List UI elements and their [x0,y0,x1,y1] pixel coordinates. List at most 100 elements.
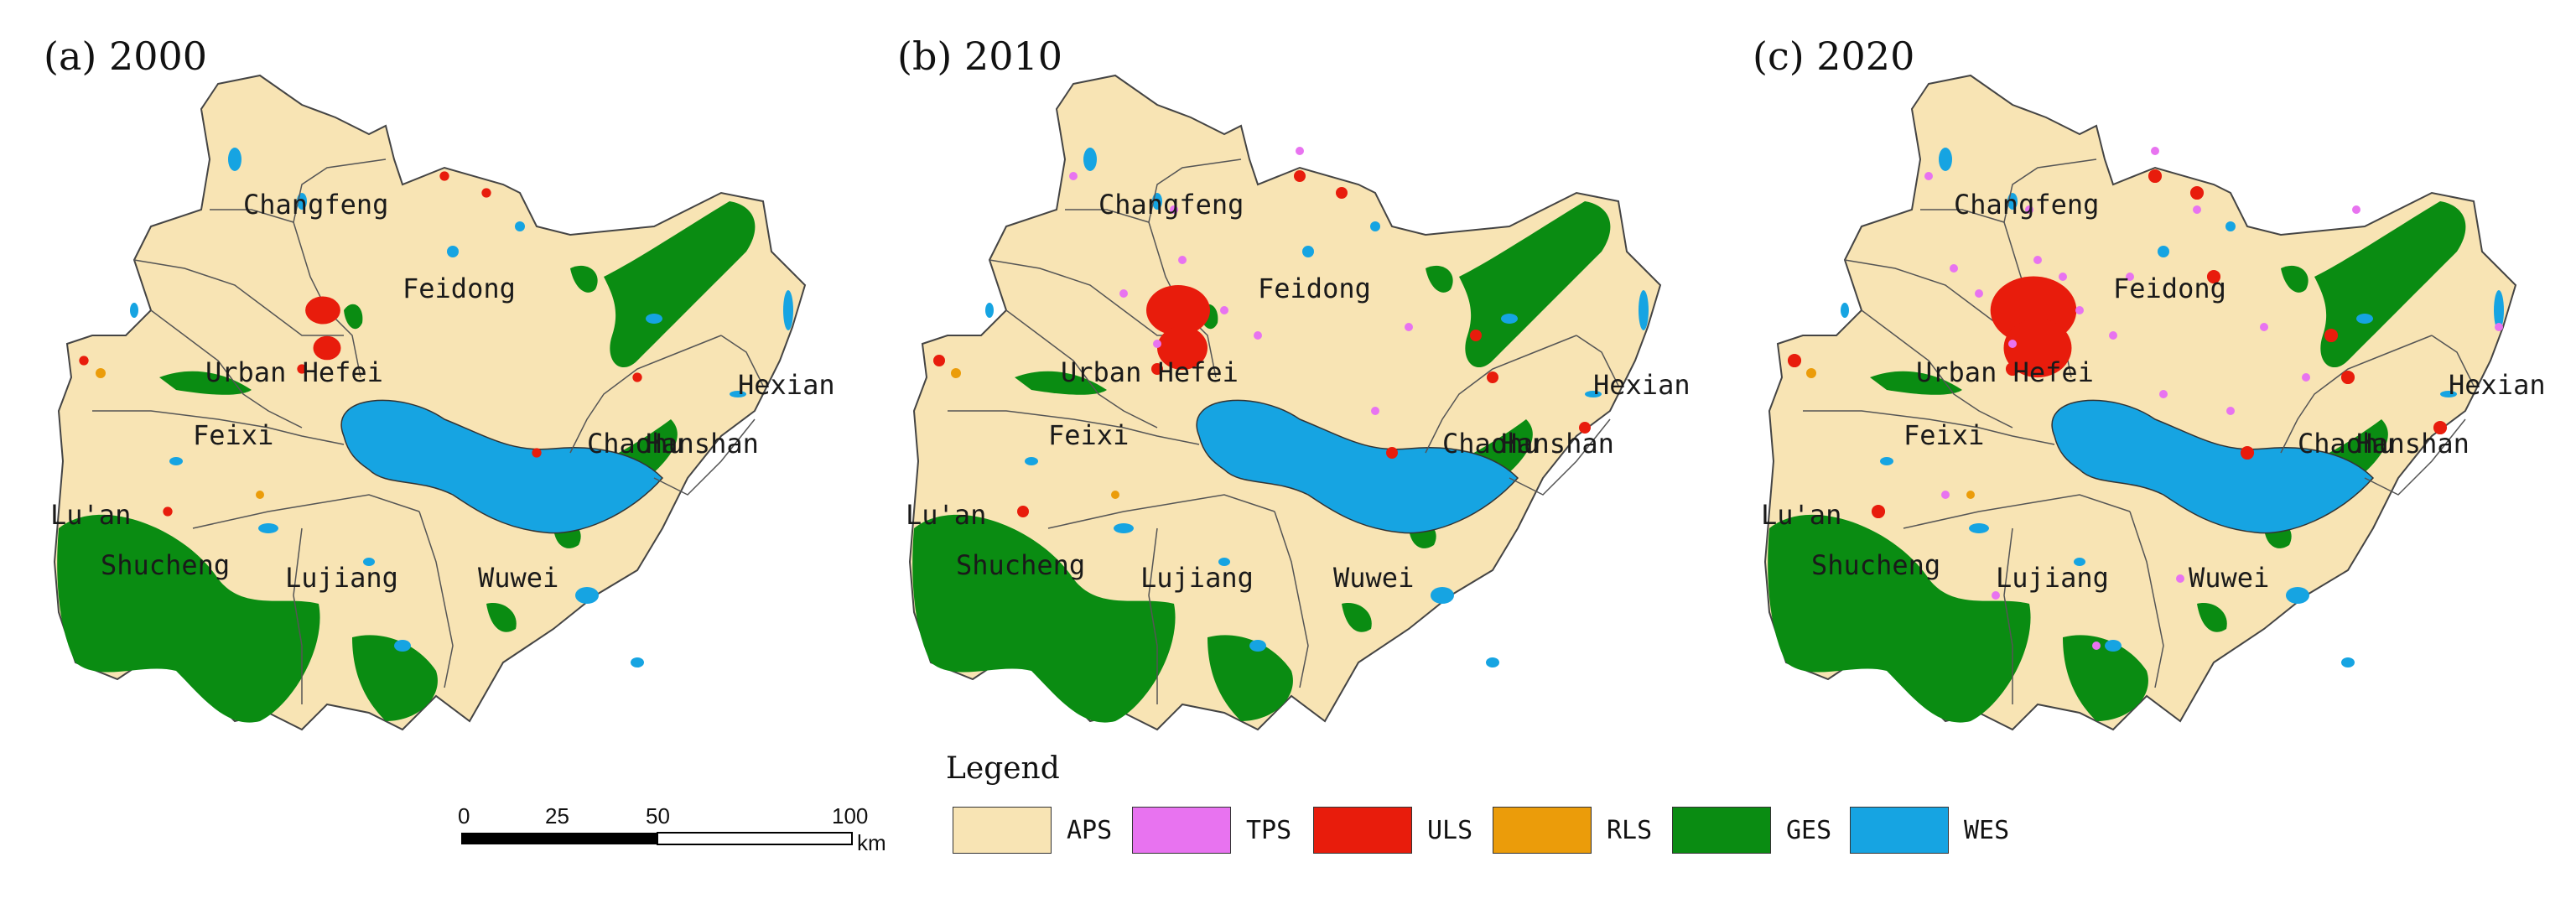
legend-item-aps: APS [953,807,1112,854]
district-border [1274,511,1309,688]
scale-tick-100: 100 [832,803,869,828]
tps-patch [2151,147,2159,155]
wes-patch [1501,314,1518,324]
legend-label-tps: TPS [1246,815,1292,845]
map-2020: Changfeng Feidong Urban Hefei Feixi Chaohu Ha… [1761,59,2566,780]
legend-label-rls: RLS [1607,815,1653,845]
place-label-urban-hefei: Urban Hefei [1061,356,1239,388]
ges-patch [604,201,756,368]
uls-hefei-south [1157,326,1208,370]
place-label-shucheng: Shucheng [956,549,1085,581]
wes-patch [1249,640,1266,652]
place-label-shucheng: Shucheng [1811,549,1940,581]
rls-patch [951,368,961,378]
uls-patch [2324,328,2339,343]
uls-patch [297,364,307,374]
uls-patch [439,171,449,181]
map-2000: Changfeng Feidong Urban Hefei Feixi Chaohu Ha… [50,59,855,780]
district-border [1509,418,1611,496]
uls-patch [1386,447,1398,459]
uls-patch [2240,445,2255,460]
tps-patch [2302,373,2310,382]
wes-patch [1486,657,1499,667]
uls-hefei-south [2003,318,2072,378]
tps-patch [1170,205,1178,214]
place-label-feidong: Feidong [2113,273,2226,304]
legend-label-wes: WES [1964,815,2010,845]
ges-patch [2063,635,2148,721]
tps-patch [1992,591,2000,600]
ges-patch [2281,265,2309,293]
tps-patch [1296,147,1304,155]
district-border [2431,335,2475,387]
ges-patch [1426,265,1453,293]
uls-patch [2340,370,2355,385]
ges-patch [1459,201,1611,368]
district-border [1861,309,2013,429]
wes-patch [2286,587,2309,604]
place-label-lujiang: Lujiang [1996,562,2109,594]
ges-patch [57,514,320,723]
tps-patch [1153,340,1161,348]
district-border [2280,335,2433,454]
ges-patch [570,265,598,293]
tps-patch [1069,172,1078,180]
panel-title-2000: (a) 2000 [44,34,208,79]
place-label-feixi: Feixi [1048,419,1129,451]
wes-patch [1431,587,1454,604]
place-label-lujiang: Lujiang [285,562,398,594]
scale-bar-light-segment [657,832,853,845]
tps-patch [2059,273,2067,281]
wes-patch [228,148,242,171]
tps-patch [1975,289,1983,298]
scale-unit: km [857,830,886,855]
legend-title: Legend [946,751,1060,786]
legend-item-rls: RLS [1493,807,1652,854]
wes-patch [2225,221,2236,231]
tps-patch [2495,323,2503,331]
tps-patch [1178,256,1187,264]
wes-patch [1302,246,1314,257]
district-border [2364,418,2466,496]
district-border [948,410,1200,445]
uls-hefei-south [313,335,341,361]
uls-patch [481,188,491,198]
legend-label-ges: GES [1786,815,1832,845]
uls-patch [1294,170,1306,182]
wes-patch [447,246,459,257]
tps-patch [2260,323,2268,331]
legend-swatch-wes [1850,807,1949,854]
tps-patch [1924,172,1933,180]
wes-patch [575,587,599,604]
legend-item-uls: ULS [1313,807,1472,854]
place-label-chaohu: Chaohu [1442,428,1540,460]
tps-patch [2075,306,2084,314]
wes-patch [258,523,278,533]
district-border [569,335,722,454]
district-border [1047,494,1275,529]
uls-patch [1336,187,1348,199]
ges-patch [486,603,517,632]
tps-patch [2008,340,2017,348]
district-border [720,335,764,387]
legend-swatch-uls [1313,807,1412,854]
place-label-feixi: Feixi [193,419,273,451]
wes-patch [631,657,644,667]
wes-patch [1025,457,1038,465]
wes-patch [2356,314,2373,324]
tps-patch [1220,306,1228,314]
tps-patch [1371,407,1379,415]
place-label-changfeng: Changfeng [1098,189,1244,221]
uls-patch [1151,363,1163,375]
uls-hefei-urban-core [305,296,340,325]
region-outline-aps [1763,74,2517,731]
legend-swatch-rls [1493,807,1592,854]
uls-patch [2206,269,2221,284]
ges-patch [1768,514,2031,723]
place-label-lu-an: Lu'an [1761,499,1841,531]
wes-patch [1114,523,1134,533]
legend-swatch-ges [1672,807,1771,854]
scale-bar [461,832,853,845]
place-label-feidong: Feidong [402,273,516,304]
place-label-chaohu: Chaohu [587,428,684,460]
